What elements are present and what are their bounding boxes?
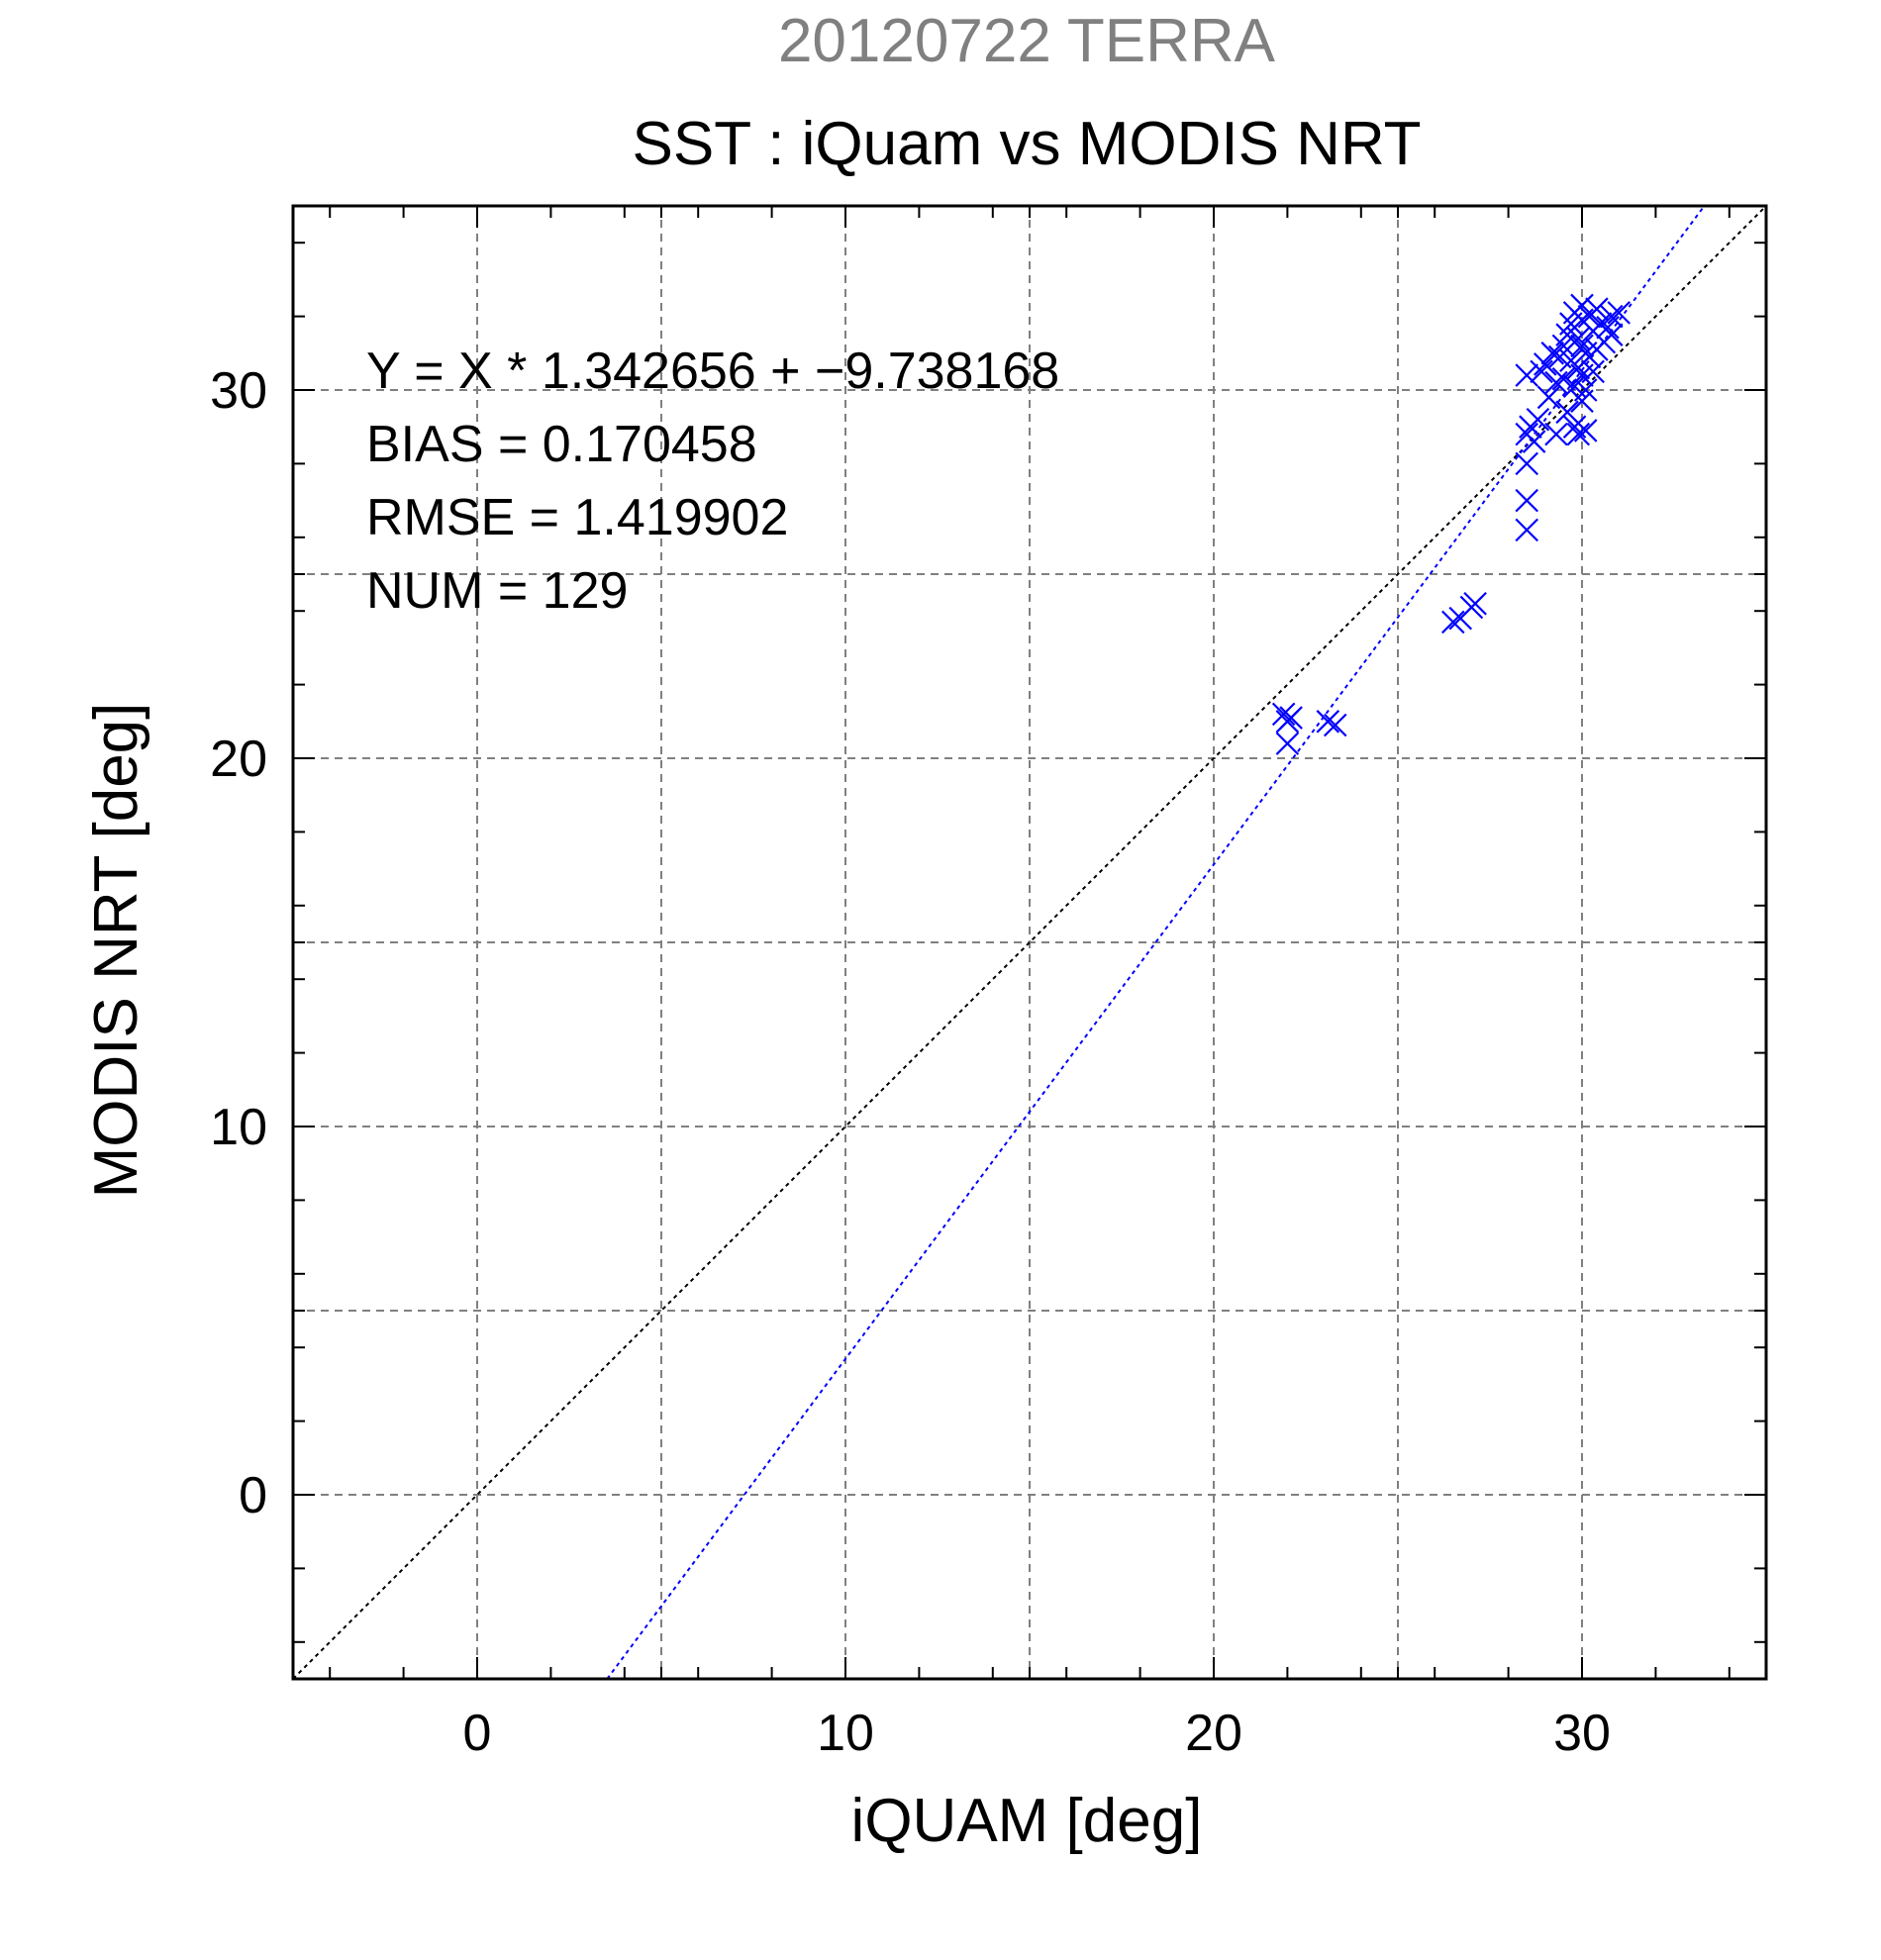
scatter-point: [1316, 710, 1340, 734]
scatter-point: [1566, 422, 1591, 446]
y-tick-label: 0: [239, 1467, 267, 1524]
grid: [293, 206, 1766, 1679]
count-stat: NUM = 129: [366, 562, 628, 620]
scatter-point: [1555, 400, 1579, 425]
chart-supertitle: 20120722 TERRA: [778, 7, 1276, 75]
y-tick-label: 30: [210, 362, 267, 420]
scatter-point: [1526, 407, 1550, 432]
scatter-point: [1599, 323, 1624, 346]
reference-lines: [293, 206, 1766, 1679]
y-tick-label: 20: [210, 731, 267, 788]
rmse-stat: RMSE = 1.419902: [366, 489, 788, 546]
scatter-point: [1515, 488, 1538, 513]
fit-equation: Y = X * 1.342656 + −9.738168: [366, 343, 1059, 400]
stats-annotation: Y = X * 1.342656 + −9.738168 BIAS = 0.17…: [366, 343, 1059, 620]
axis-ticks: [293, 206, 1766, 1679]
scatter-point: [1271, 702, 1296, 727]
x-tick-label: 10: [817, 1705, 874, 1762]
scatter-point: [1536, 385, 1561, 410]
scatter-point: [1522, 430, 1546, 453]
scatter-point: [1573, 419, 1598, 442]
scatter-point: [1573, 378, 1598, 402]
scatter-point: [1570, 334, 1594, 358]
x-tick-label: 20: [1185, 1705, 1242, 1762]
scatter-point: [1515, 451, 1538, 476]
scatter-point: [1534, 352, 1557, 376]
scatter-point: [1515, 363, 1538, 387]
scatter-points: [1271, 293, 1631, 755]
x-tick-label: 30: [1553, 1705, 1611, 1762]
scatter-point: [1544, 422, 1568, 446]
chart-title: SST : iQuam vs MODIS NRT: [633, 110, 1422, 178]
tick-labels: 0 10 20 30 0 10 20 30: [210, 362, 1611, 1762]
y-axis-label: MODIS NRT [deg]: [82, 703, 150, 1199]
scatter-point: [1275, 710, 1300, 734]
scatter-point: [1551, 367, 1576, 391]
x-tick-label: 0: [463, 1705, 492, 1762]
fit-line: [606, 206, 1706, 1679]
scatter-point: [1585, 297, 1609, 321]
x-axis-label: iQUAM [deg]: [851, 1787, 1203, 1855]
scatter-point: [1540, 342, 1565, 365]
scatter-point: [1463, 591, 1487, 616]
scatter-point: [1441, 610, 1465, 635]
scatter-point: [1544, 370, 1568, 395]
scatter-point: [1581, 359, 1605, 384]
scatter-point: [1275, 732, 1300, 755]
scatter-point: [1323, 713, 1347, 737]
scatter-point: [1566, 327, 1591, 350]
y-tick-label: 10: [210, 1099, 267, 1156]
scatter-point: [1599, 304, 1624, 329]
scatter-point: [1530, 359, 1553, 384]
scatter-point: [1607, 301, 1631, 325]
bias-stat: BIAS = 0.170458: [366, 416, 757, 473]
scatter-point: [1515, 518, 1538, 542]
